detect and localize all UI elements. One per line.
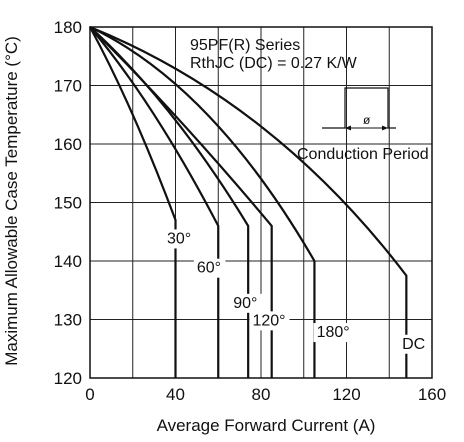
series-label-bg [163, 229, 196, 249]
y-tick-label: 180 [54, 18, 82, 37]
period-arrow-right [382, 125, 388, 131]
series-line [89, 26, 177, 378]
series-labels: 30° 60° 90°120° 180° DC [163, 229, 425, 354]
phi-symbol: ø [363, 113, 371, 127]
series-label-bg [249, 311, 290, 331]
series-label: 30° [167, 230, 191, 247]
series-line [89, 26, 273, 378]
y-tick-label: 120 [54, 369, 82, 388]
rth-annotation: RthJC (DC) = 0.27 K/W [190, 55, 358, 72]
x-tick-label: 80 [252, 385, 271, 404]
series-label-bg [230, 293, 262, 313]
conduction-period-diagram: ø [322, 87, 396, 131]
x-tick-label: 120 [332, 385, 360, 404]
series-line [89, 26, 316, 378]
x-axis-title: Average Forward Current (A) [157, 416, 376, 435]
series-label-bg [399, 334, 423, 354]
series-label: 120° [252, 312, 285, 329]
series-label: 180° [317, 324, 350, 341]
period-arrow-left [345, 125, 351, 131]
series-label-bg [313, 323, 354, 343]
tick-labels: 0 40 80 120 160 120 130 140 150 160 170 180 [54, 18, 447, 404]
y-tick-label: 140 [54, 252, 82, 271]
series-label: 60° [197, 260, 221, 277]
y-tick-label: 170 [54, 77, 82, 96]
series-title-annotation: 95PF(R) Series [190, 37, 300, 54]
y-tick-label: 130 [54, 311, 82, 330]
x-tick-label: 0 [85, 385, 94, 404]
y-axis-title: Maximum Allowable Case Temperature (°C) [2, 36, 21, 366]
x-tick-label: 40 [166, 385, 185, 404]
conduction-period-label: Conduction Period [297, 146, 429, 163]
y-tick-label: 160 [54, 135, 82, 154]
series-line [89, 26, 220, 378]
series-lines [89, 25, 408, 378]
series-line [89, 25, 408, 378]
x-tick-label: 160 [418, 385, 446, 404]
series-label: 90° [233, 295, 257, 312]
y-tick-label: 150 [54, 194, 82, 213]
series-label-bg [193, 258, 226, 278]
pulse-waveform [322, 87, 396, 129]
series-label: DC [402, 336, 425, 353]
plot-frame [89, 26, 433, 379]
